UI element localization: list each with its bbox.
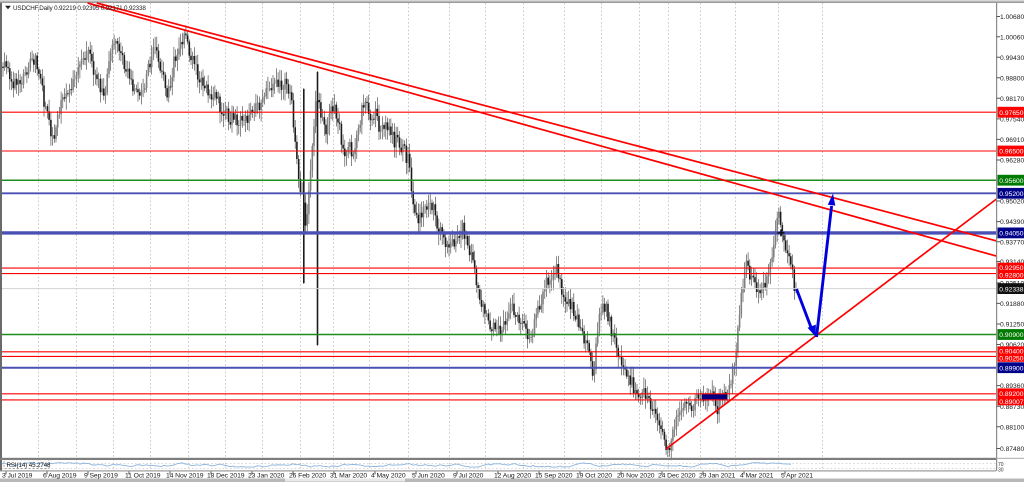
svg-text:0.95200: 0.95200	[999, 191, 1023, 198]
svg-text:26 Feb 2020: 26 Feb 2020	[289, 473, 326, 480]
svg-text:0.94390: 0.94390	[1000, 219, 1024, 226]
svg-text:0.92950: 0.92950	[999, 265, 1023, 272]
svg-text:0.97650: 0.97650	[999, 110, 1023, 117]
svg-text:5 Apr 2021: 5 Apr 2021	[781, 473, 813, 480]
svg-text:20 Nov 2020: 20 Nov 2020	[617, 473, 655, 480]
svg-text:0.91250: 0.91250	[1000, 322, 1024, 329]
svg-text:0.92800: 0.92800	[999, 273, 1023, 280]
svg-text:0.95600: 0.95600	[999, 178, 1023, 185]
svg-text:0.98170: 0.98170	[1000, 96, 1024, 103]
svg-text:0.92338: 0.92338	[999, 286, 1023, 293]
svg-text:3 Jul 2019: 3 Jul 2019	[2, 473, 33, 480]
svg-text:19 Oct 2020: 19 Oct 2020	[576, 473, 612, 480]
svg-text:4 Mar 2021: 4 Mar 2021	[740, 473, 774, 480]
svg-text:0.90900: 0.90900	[999, 332, 1023, 339]
svg-text:30: 30	[998, 468, 1004, 474]
svg-text:0.90250: 0.90250	[999, 356, 1023, 363]
svg-text:14 Nov 2019: 14 Nov 2019	[166, 473, 204, 480]
svg-text:1.00060: 1.00060	[1000, 34, 1024, 41]
svg-text:12 Aug 2020: 12 Aug 2020	[494, 473, 531, 480]
svg-text:0.94050: 0.94050	[999, 231, 1023, 238]
svg-text:5 Jun 2020: 5 Jun 2020	[412, 473, 445, 480]
svg-text:RSI(14) 45.2748: RSI(14) 45.2748	[7, 462, 52, 469]
svg-text:0.89900: 0.89900	[999, 365, 1023, 372]
svg-text:1.00680: 1.00680	[1000, 14, 1024, 21]
svg-text:23 Jan 2020: 23 Jan 2020	[248, 473, 285, 480]
svg-text:31 Mar 2020: 31 Mar 2020	[330, 473, 367, 480]
svg-text:0.96910: 0.96910	[1000, 137, 1024, 144]
svg-text:0.96280: 0.96280	[1000, 158, 1024, 165]
svg-text:0.93770: 0.93770	[1000, 239, 1024, 246]
svg-text:0.98800: 0.98800	[1000, 75, 1024, 82]
svg-text:0.87480: 0.87480	[1000, 446, 1024, 453]
svg-text:9 Sep 2019: 9 Sep 2019	[84, 473, 118, 480]
svg-text:0.96500: 0.96500	[999, 149, 1023, 156]
svg-text:0.89200: 0.89200	[999, 391, 1023, 398]
svg-text:0.99430: 0.99430	[1000, 55, 1024, 62]
svg-text:18 Dec 2019: 18 Dec 2019	[207, 473, 245, 480]
svg-text:0.88100: 0.88100	[1000, 424, 1024, 431]
svg-text:0.91880: 0.91880	[1000, 301, 1024, 308]
svg-text:29 Jan 2021: 29 Jan 2021	[699, 473, 736, 480]
svg-text:USDCHF,Daily 0.92219 0.92395: USDCHF,Daily 0.92219 0.92395 0.92171 0.9…	[13, 5, 146, 12]
svg-text:6 Aug 2019: 6 Aug 2019	[43, 473, 77, 480]
svg-text:9 Jul 2020: 9 Jul 2020	[453, 473, 484, 480]
svg-text:24 Dec 2020: 24 Dec 2020	[658, 473, 696, 480]
svg-text:4 May 2020: 4 May 2020	[371, 473, 406, 480]
svg-text:15 Sep 2020: 15 Sep 2020	[535, 473, 573, 480]
svg-text:11 Oct 2019: 11 Oct 2019	[125, 473, 161, 480]
svg-text:0.95020: 0.95020	[1000, 199, 1024, 206]
svg-text:0.89007: 0.89007	[999, 399, 1023, 406]
